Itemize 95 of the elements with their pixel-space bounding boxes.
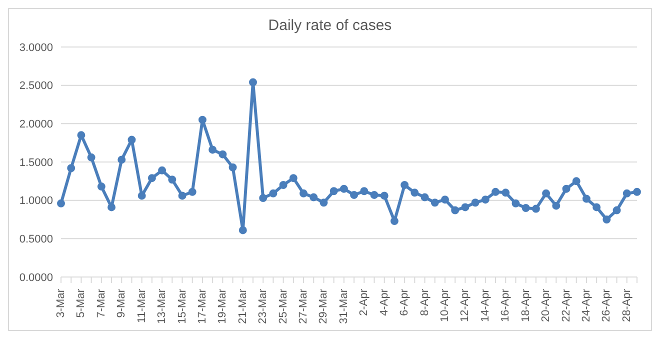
point bbox=[249, 78, 257, 86]
point bbox=[410, 188, 419, 197]
point bbox=[441, 196, 449, 204]
point bbox=[481, 196, 490, 204]
x-tick-label: 14-Apr bbox=[479, 288, 492, 322]
point bbox=[218, 150, 227, 158]
x-tick-label: 13-Mar bbox=[156, 288, 168, 324]
x-tick-label: 2-Apr bbox=[358, 288, 370, 316]
x-tick-label: 18-Apr bbox=[520, 288, 532, 322]
point bbox=[522, 204, 530, 212]
point bbox=[300, 189, 308, 198]
y-tick-label: 1.5000 bbox=[19, 156, 53, 169]
point bbox=[208, 146, 217, 154]
x-tick-label: 3-Mar bbox=[55, 288, 67, 318]
point bbox=[552, 202, 560, 210]
point bbox=[622, 189, 631, 198]
y-tick-label: 0.5000 bbox=[19, 234, 53, 246]
point bbox=[178, 192, 186, 200]
point bbox=[420, 193, 429, 202]
point bbox=[67, 164, 76, 172]
point bbox=[259, 194, 268, 202]
y-tick-label: 0.0000 bbox=[19, 272, 53, 284]
x-tick-label: 8-Apr bbox=[418, 288, 431, 316]
chart-title: Daily rate of cases bbox=[267, 16, 393, 36]
point bbox=[512, 199, 520, 208]
point bbox=[340, 184, 348, 193]
point bbox=[118, 156, 126, 164]
x-tick-label: 26-Apr bbox=[600, 288, 613, 322]
point bbox=[461, 203, 470, 212]
point bbox=[562, 184, 570, 193]
y-tick-label: 1.0000 bbox=[19, 195, 53, 208]
x-tick-label: 31-Mar bbox=[338, 288, 350, 324]
x-tick-label: 19-Mar bbox=[216, 288, 229, 324]
point bbox=[400, 181, 409, 189]
x-tick-label: 23-Mar bbox=[257, 288, 270, 324]
point bbox=[451, 206, 460, 214]
x-tick-label: 5-Mar bbox=[75, 288, 88, 318]
x-tick-label: 20-Apr bbox=[540, 288, 552, 322]
point bbox=[582, 194, 590, 203]
y-tick-label: 3.0000 bbox=[19, 42, 53, 54]
point bbox=[158, 166, 166, 174]
x-tick-label: 17-Mar bbox=[196, 288, 208, 324]
point bbox=[471, 198, 480, 207]
x-tick-label: 27-Mar bbox=[298, 288, 310, 324]
x-tick-label: 4-Apr bbox=[378, 288, 390, 316]
point bbox=[330, 187, 338, 196]
point bbox=[148, 174, 156, 182]
point bbox=[612, 206, 621, 214]
point bbox=[228, 163, 237, 172]
x-tick-label: 22-Apr bbox=[560, 288, 572, 322]
point bbox=[430, 198, 439, 207]
point bbox=[198, 116, 206, 124]
point bbox=[360, 187, 368, 196]
x-tick-label: 29-Mar bbox=[318, 288, 330, 324]
point bbox=[370, 190, 378, 199]
point bbox=[380, 192, 388, 200]
x-tick-label: 15-Mar bbox=[176, 288, 188, 324]
point bbox=[602, 216, 611, 224]
point bbox=[128, 136, 136, 144]
point bbox=[97, 182, 106, 191]
x-tick-label: 12-Apr bbox=[459, 288, 472, 322]
point bbox=[502, 188, 510, 197]
y-tick-label: 2.0000 bbox=[19, 118, 53, 131]
x-tick-label: 28-Apr bbox=[620, 288, 633, 322]
point bbox=[390, 217, 398, 226]
x-tick-label: 16-Apr bbox=[500, 288, 512, 322]
point bbox=[77, 131, 86, 140]
point bbox=[532, 204, 540, 213]
point bbox=[592, 203, 601, 212]
point bbox=[289, 174, 298, 182]
point bbox=[572, 177, 580, 186]
point bbox=[350, 190, 358, 199]
point bbox=[492, 188, 500, 196]
x-tick-label: 9-Mar bbox=[116, 288, 128, 318]
point bbox=[310, 193, 318, 202]
point bbox=[168, 176, 176, 184]
point bbox=[633, 188, 641, 196]
point bbox=[138, 192, 146, 200]
point bbox=[57, 199, 65, 208]
x-tick-label: 25-Mar bbox=[277, 288, 290, 324]
x-tick-label: 6-Apr bbox=[398, 288, 411, 316]
point bbox=[279, 181, 288, 189]
point bbox=[108, 203, 116, 212]
point bbox=[188, 188, 196, 196]
x-tick-label: 10-Apr bbox=[439, 288, 451, 322]
x-tick-label: 7-Mar bbox=[95, 288, 108, 318]
y-tick-label: 2.5000 bbox=[19, 80, 53, 92]
point bbox=[269, 189, 278, 198]
x-tick-label: 24-Apr bbox=[580, 288, 592, 322]
point bbox=[542, 189, 550, 198]
point bbox=[87, 153, 96, 162]
x-tick-label: 21-Mar bbox=[236, 288, 249, 324]
x-tick-label: 11-Mar bbox=[136, 288, 148, 324]
point bbox=[320, 198, 328, 207]
point bbox=[238, 226, 247, 234]
